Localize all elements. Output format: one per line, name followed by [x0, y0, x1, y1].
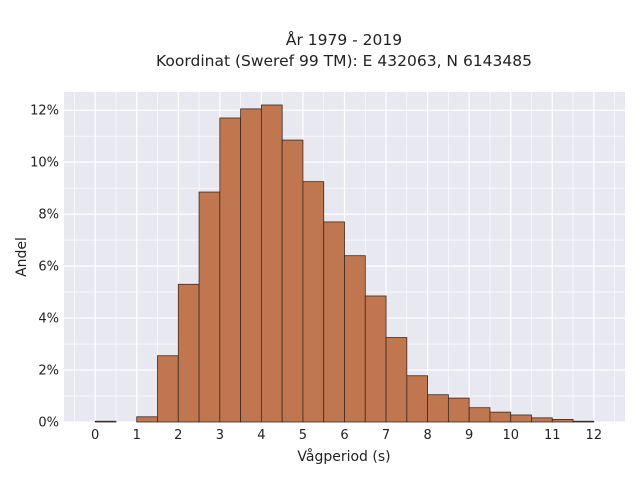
x-tick-label: 0	[91, 428, 99, 443]
x-tick-label: 5	[299, 428, 307, 443]
x-tick-label: 4	[257, 428, 265, 443]
histogram-bar	[468, 407, 491, 423]
histogram-bar	[510, 414, 532, 423]
x-tick-label: 7	[382, 428, 390, 443]
y-tick-label: 2%	[38, 364, 59, 379]
y-tick-label: 4%	[38, 312, 59, 327]
histogram-bar	[177, 283, 200, 423]
y-tick-label: 10%	[30, 156, 59, 171]
x-tick-label: 2	[174, 428, 182, 443]
histogram-bar	[531, 417, 553, 423]
x-tick-label: 11	[544, 428, 561, 443]
histogram-bar	[198, 191, 221, 423]
x-tick-label: 8	[423, 428, 431, 443]
histogram-bar	[302, 181, 325, 423]
histogram-bar	[281, 139, 304, 423]
histogram-bar	[94, 420, 117, 423]
histogram-bar	[136, 416, 158, 423]
histogram-bar	[323, 221, 345, 423]
y-axis-label: Andel	[14, 237, 30, 277]
y-tick-label: 8%	[38, 208, 59, 223]
x-tick-label: 10	[502, 428, 519, 443]
histogram-bar	[572, 420, 595, 423]
histogram-bar	[157, 355, 179, 423]
histogram-bar	[240, 108, 262, 423]
y-tick-label: 12%	[30, 104, 59, 119]
y-tick-label: 6%	[38, 260, 59, 275]
x-tick-label: 12	[586, 428, 603, 443]
histogram-bar	[427, 394, 449, 423]
x-tick-label: 9	[465, 428, 473, 443]
x-axis-label: Vågperiod (s)	[297, 448, 390, 465]
histogram-bar	[551, 419, 574, 423]
x-tick-labels: 0 1 2 3 4 5 6 7 8 9 10 11 12	[91, 428, 602, 443]
chart-title-line-2: Koordinat (Sweref 99 TM): E 432063, N 61…	[156, 52, 532, 70]
x-tick-label: 3	[216, 428, 224, 443]
histogram-bar	[406, 375, 429, 423]
histogram-bar	[260, 104, 283, 423]
chart-title-line-1: År 1979 - 2019	[286, 30, 402, 49]
y-tick-label: 0%	[38, 416, 59, 431]
histogram-bar	[447, 397, 470, 423]
y-tick-labels: 0% 2% 4% 6% 8% 10% 12%	[30, 104, 59, 431]
x-tick-label: 1	[133, 428, 141, 443]
x-tick-label: 6	[340, 428, 348, 443]
histogram-bar	[364, 295, 387, 423]
histogram-bar	[385, 337, 408, 423]
histogram-bar	[344, 255, 366, 423]
bars	[94, 104, 595, 423]
histogram-bar	[489, 411, 512, 423]
histogram-bar	[219, 117, 242, 423]
